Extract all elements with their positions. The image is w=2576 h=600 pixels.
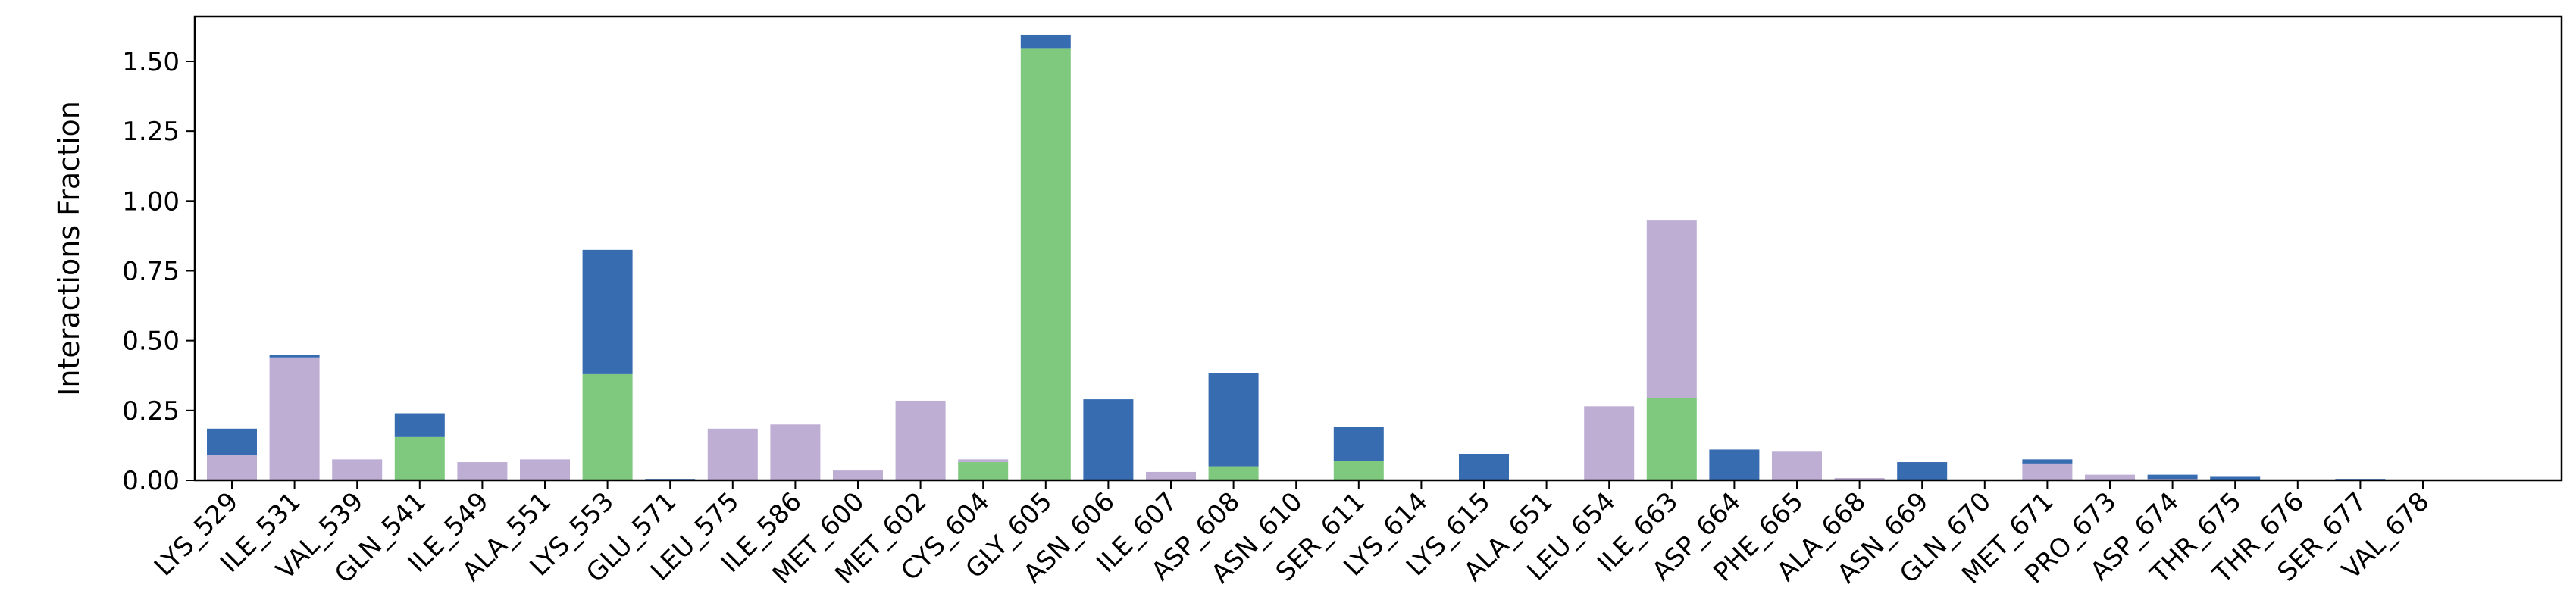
- bar-ile-607-series-2: [1146, 471, 1196, 480]
- bar-lys-529-series-3: [207, 428, 257, 455]
- bar-ser-611-series-1: [1333, 461, 1384, 480]
- y-tick-label: 0.00: [122, 466, 180, 496]
- bar-lys-615-series-3: [1459, 453, 1509, 480]
- bar-ile-549-series-2: [457, 462, 508, 480]
- bar-met-671-series-3: [2022, 459, 2073, 464]
- plot-frame: [193, 15, 2563, 482]
- bar-gln-541-series-1: [394, 436, 445, 480]
- bar-asp-674-series-3: [2147, 474, 2198, 480]
- bar-asn-669-series-3: [1897, 462, 1948, 480]
- bar-asp-664-series-3: [1709, 449, 1760, 480]
- bar-pro-673-series-2: [2085, 474, 2135, 480]
- y-tick-label: 0.75: [122, 256, 180, 286]
- bar-met-671-series-2: [2022, 463, 2073, 480]
- bar-ile-663-series-1: [1646, 398, 1697, 480]
- bar-thr-675-series-3: [2210, 476, 2261, 480]
- bar-met-600-series-2: [833, 470, 883, 480]
- bar-gly-605-series-3: [1020, 34, 1071, 49]
- bar-cys-604-series-1: [958, 462, 1009, 480]
- bar-phe-665-series-2: [1772, 451, 1822, 480]
- bar-asp-608-series-1: [1208, 466, 1259, 480]
- bar-leu-575-series-2: [707, 428, 758, 480]
- bar-ile-663-series-2: [1646, 220, 1697, 398]
- bar-ala-551-series-2: [520, 459, 570, 480]
- bar-lys-529-series-2: [207, 455, 257, 480]
- bar-ser-611-series-3: [1333, 427, 1384, 461]
- bar-ile-531-series-3: [269, 355, 320, 358]
- y-tick-label: 0.50: [122, 327, 180, 357]
- bar-val-539-series-2: [332, 459, 383, 480]
- bar-gly-605-series-1: [1020, 48, 1071, 480]
- bar-lys-553-series-3: [582, 249, 633, 374]
- bar-ile-586-series-2: [770, 424, 821, 480]
- bar-cys-604-series-2: [958, 459, 1009, 463]
- bar-ala-668-series-2: [1834, 478, 1885, 480]
- bar-leu-654-series-2: [1584, 406, 1635, 480]
- y-tick-label: 0.25: [122, 396, 180, 427]
- y-tick-label: 1.00: [122, 186, 180, 217]
- bar-asn-606-series-3: [1083, 399, 1134, 480]
- y-tick-label: 1.50: [122, 47, 180, 77]
- bar-asp-608-series-3: [1208, 373, 1259, 467]
- bar-gln-541-series-3: [394, 413, 445, 437]
- y-axis-label: Interactions Fraction: [52, 101, 86, 396]
- bar-met-602-series-2: [895, 400, 946, 480]
- bar-ile-531-series-2: [269, 357, 320, 480]
- y-tick-label: 1.25: [122, 117, 180, 147]
- bar-lys-553-series-1: [582, 373, 633, 480]
